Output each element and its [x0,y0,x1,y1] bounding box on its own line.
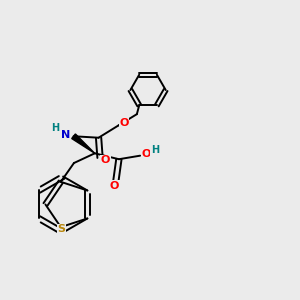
Text: H: H [51,123,59,133]
Text: O: O [119,118,129,128]
Text: N: N [61,130,70,140]
Text: O: O [141,149,151,159]
Text: O: O [110,181,119,191]
Text: S: S [57,224,65,235]
Text: O: O [101,155,110,165]
Text: H: H [151,146,159,155]
Polygon shape [72,134,95,153]
